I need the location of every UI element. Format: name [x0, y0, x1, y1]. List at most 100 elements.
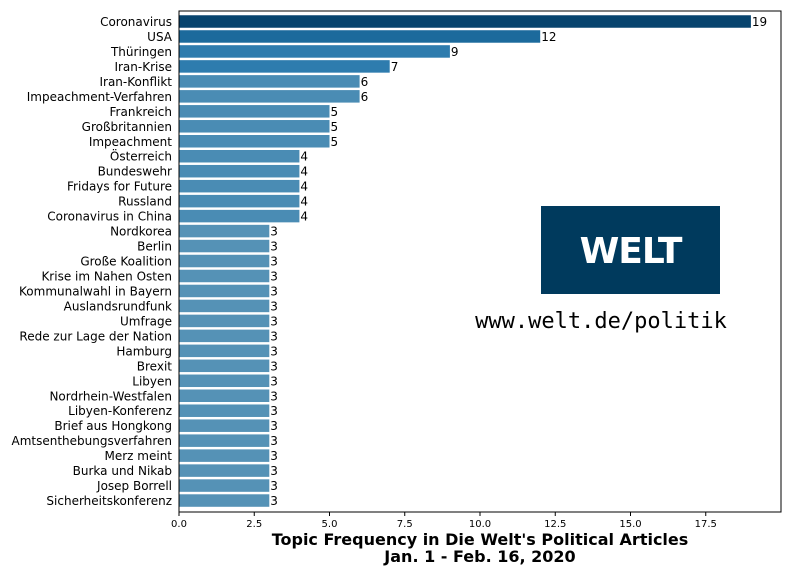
value-label: 9	[451, 45, 459, 59]
x-tick-label: 12.5	[544, 519, 566, 530]
category-label: Große Koalition	[80, 255, 172, 269]
bar	[179, 254, 270, 268]
bar	[179, 419, 270, 432]
bar	[179, 179, 300, 193]
bar	[179, 149, 300, 163]
bar	[179, 494, 270, 507]
x-tick-label: 0.0	[171, 519, 187, 530]
bar	[179, 389, 270, 402]
value-label: 19	[752, 15, 767, 29]
value-label: 3	[270, 284, 278, 298]
value-label: 4	[300, 180, 308, 194]
bar	[179, 164, 300, 178]
x-axis-ticks: 0.0 2.5 5.0 7.5 10.0 12.5 15.0 17.5	[171, 512, 717, 530]
bar	[179, 194, 300, 208]
chart-subtitle: Jan. 1 - Feb. 16, 2020	[383, 547, 575, 566]
category-label: Impeachment	[89, 135, 172, 149]
category-label: Krise im Nahen Osten	[41, 269, 172, 283]
category-label: Nordkorea	[110, 225, 172, 239]
category-label: Umfrage	[120, 314, 172, 328]
value-label: 7	[391, 60, 399, 74]
value-label: 4	[300, 210, 308, 224]
category-label: Bundeswehr	[98, 165, 172, 179]
x-tick-label: 7.5	[397, 519, 413, 530]
bar	[179, 284, 270, 298]
welt-logo: WELT	[541, 206, 720, 294]
category-label: Rede zur Lage der Nation	[19, 329, 172, 343]
bar	[179, 434, 270, 447]
value-label: 3	[270, 240, 278, 254]
value-label: 3	[270, 419, 278, 433]
category-label: Frankreich	[110, 105, 172, 119]
value-label: 4	[300, 165, 308, 179]
value-label: 3	[270, 434, 278, 448]
bar	[179, 479, 270, 492]
bar	[179, 269, 270, 283]
bar	[179, 239, 270, 253]
value-label: 3	[270, 389, 278, 403]
value-label: 5	[331, 105, 339, 119]
category-label: Burka und Nikab	[73, 464, 172, 478]
value-label: 3	[270, 299, 278, 313]
value-label: 3	[270, 225, 278, 239]
x-tick-label: 15.0	[619, 519, 641, 530]
welt-logo-text: WELT	[580, 231, 683, 272]
bar	[179, 45, 450, 58]
value-label: 3	[270, 314, 278, 328]
bar	[179, 344, 270, 358]
bar	[179, 329, 270, 343]
bar	[179, 135, 330, 148]
category-label: Nordrhein-Westfalen	[49, 389, 172, 403]
category-label: Libyen-Konferenz	[68, 404, 172, 418]
url-text: www.welt.de/politik	[475, 309, 727, 334]
bar	[179, 15, 751, 28]
value-label: 6	[361, 75, 369, 89]
value-label: 3	[270, 344, 278, 358]
bar	[179, 75, 360, 88]
category-label: Großbritannien	[82, 120, 172, 134]
value-label: 5	[331, 135, 339, 149]
bar	[179, 60, 390, 73]
category-label: Brief aus Hongkong	[54, 419, 172, 433]
bar	[179, 209, 300, 223]
value-label: 3	[270, 494, 278, 508]
category-label: USA	[147, 30, 173, 44]
category-label: Impeachment-Verfahren	[27, 90, 172, 104]
category-label: Amtsenthebungsverfahren	[12, 434, 173, 448]
category-label: Berlin	[137, 240, 172, 254]
category-labels: CoronavirusUSAThüringenIran-KriseIran-Ko…	[12, 15, 173, 508]
value-label: 6	[361, 90, 369, 104]
bar	[179, 449, 270, 462]
bars-layer	[179, 15, 751, 507]
category-label: Merz meint	[105, 449, 173, 463]
bar	[179, 120, 330, 133]
bar	[179, 90, 360, 103]
category-label: Fridays for Future	[67, 180, 172, 194]
category-label: Russland	[118, 195, 172, 209]
bar	[179, 224, 270, 238]
value-label: 3	[270, 255, 278, 269]
chart-title: Topic Frequency in Die Welt's Political …	[272, 530, 689, 549]
x-tick-label: 2.5	[246, 519, 262, 530]
value-label: 12	[541, 30, 556, 44]
value-label: 3	[270, 404, 278, 418]
value-label: 3	[270, 374, 278, 388]
value-label: 3	[270, 329, 278, 343]
category-label: Iran-Krise	[114, 60, 172, 74]
bar	[179, 105, 330, 118]
category-label: Coronavirus	[100, 15, 172, 29]
value-label: 3	[270, 464, 278, 478]
x-tick-label: 5.0	[322, 519, 338, 530]
category-label: Sicherheitskonferenz	[46, 494, 172, 508]
category-label: Iran-Konflikt	[99, 75, 172, 89]
category-label: Thüringen	[110, 45, 172, 59]
bar	[179, 464, 270, 477]
bar	[179, 30, 541, 43]
value-label: 4	[300, 195, 308, 209]
category-label: Kommunalwahl in Bayern	[19, 284, 172, 298]
category-label: Josep Borrell	[96, 479, 172, 493]
category-label: Coronavirus in China	[47, 210, 172, 224]
x-tick-label: 17.5	[695, 519, 717, 530]
value-label: 3	[270, 449, 278, 463]
